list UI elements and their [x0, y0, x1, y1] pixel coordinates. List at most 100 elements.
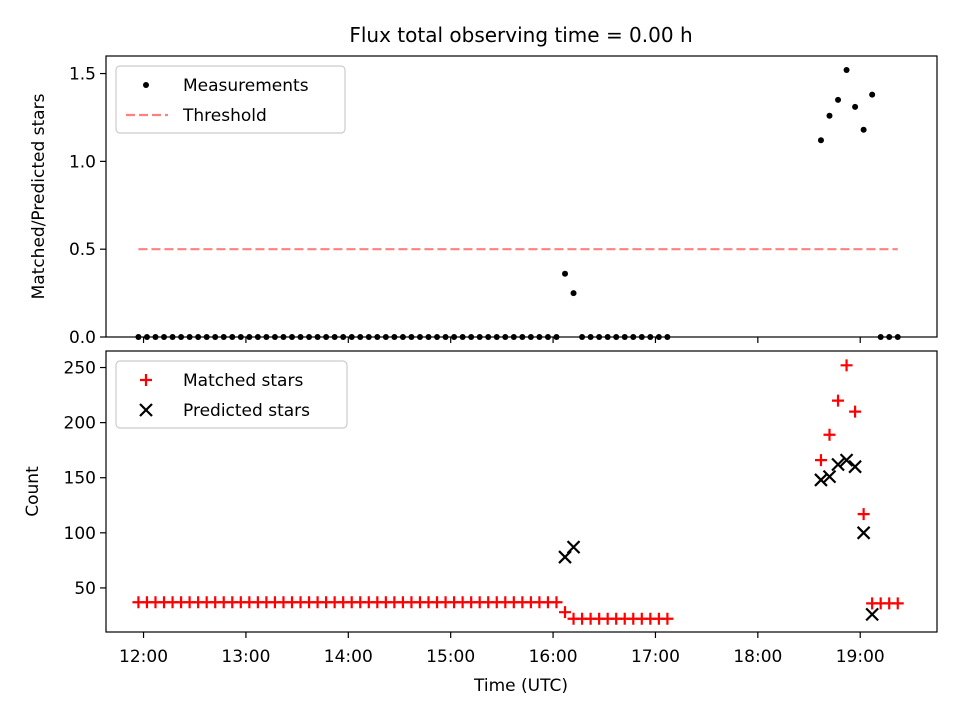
measurement-point	[510, 334, 517, 340]
measurement-point	[348, 334, 355, 340]
x-tick-label: 16:00	[529, 647, 578, 667]
measurement-point	[288, 334, 295, 340]
measurement-point	[587, 334, 594, 340]
ratio-plot: 0.0 0.5 1.0 1.5 Matched/Predicted stars Measu…	[29, 55, 938, 348]
legend-box	[115, 65, 346, 134]
measurement-point	[229, 334, 236, 340]
measurement-point	[485, 334, 492, 340]
x-tick-label: 14:00	[324, 647, 373, 667]
x-tick-label: 13:00	[221, 647, 270, 667]
measurement-point	[630, 334, 637, 340]
matched-star-point	[840, 359, 853, 372]
measurement-point	[416, 334, 423, 340]
measurement-point	[562, 270, 569, 277]
measurement-point	[323, 334, 330, 340]
measurement-point	[860, 126, 867, 133]
matched-star-point	[849, 405, 862, 418]
y-tick-label: 50	[74, 579, 96, 599]
measurement-point	[886, 334, 893, 340]
measurement-point	[442, 334, 449, 340]
matched-star-point	[661, 612, 674, 625]
legend: Measurements Threshold	[115, 65, 346, 134]
figure-title: Flux total observing time = 0.00 h	[349, 23, 692, 47]
y-tick-label: 250	[64, 359, 96, 379]
measurement-point	[254, 334, 261, 340]
measurement-point	[852, 103, 859, 110]
measurement-point	[894, 334, 901, 340]
measurement-point	[212, 334, 219, 340]
measurement-point	[869, 91, 876, 98]
y-tick-label: 1.0	[69, 152, 96, 172]
measurement-point	[476, 334, 483, 340]
measurement-point	[203, 334, 210, 340]
count-plot: 50 100 150 200 250 12:00 13:00 14:00 15:00 16:00 1…	[23, 350, 938, 667]
measurement-point	[647, 334, 654, 340]
matched-star-point	[550, 596, 563, 609]
y-axis-label: Matched/Predicted stars	[29, 93, 49, 299]
measurement-point	[143, 334, 150, 340]
measurement-point	[399, 334, 406, 340]
measurement-point	[382, 334, 389, 340]
predicted-star-point	[566, 540, 581, 554]
measurement-point	[186, 334, 193, 340]
matched-star-point	[832, 394, 845, 407]
x-axis-label: Time (UTC)	[473, 676, 568, 696]
legend-label: Threshold	[182, 106, 267, 126]
legend-label: Measurements	[183, 76, 309, 96]
measurement-point	[365, 334, 372, 340]
matched-star-point	[857, 508, 870, 521]
matched-star-point	[891, 597, 904, 610]
y-tick-label: 200	[64, 414, 96, 434]
legend-measurement-swatch	[143, 82, 149, 88]
measurement-point	[357, 334, 364, 340]
measurement-point	[553, 334, 560, 340]
measurement-point	[135, 334, 142, 340]
predicted-star-point	[814, 473, 828, 487]
measurement-point	[459, 334, 466, 340]
measurement-point	[408, 334, 415, 340]
measurement-point	[195, 334, 202, 340]
x-tick-label: 12:00	[119, 647, 168, 667]
y-tick-label: 0.5	[69, 240, 96, 260]
x-tick-label: 17:00	[631, 647, 680, 667]
y-tick-label: 150	[64, 469, 96, 489]
measurement-point	[220, 334, 227, 340]
legend-box	[115, 360, 348, 429]
predicted-star-point	[822, 469, 837, 484]
predicted-star-point	[839, 453, 854, 467]
measurement-point	[826, 112, 833, 119]
measurement-point	[604, 334, 611, 340]
y-tick-label: 1.5	[69, 65, 96, 85]
measurement-point	[579, 334, 586, 340]
predicted-star-point	[848, 459, 862, 474]
measurement-point	[314, 334, 321, 340]
plot-frame	[105, 350, 938, 633]
measurement-point	[297, 334, 304, 340]
predicted-star-point	[856, 526, 871, 540]
measurement-point	[331, 334, 338, 340]
measurement-point	[835, 96, 842, 103]
measurement-point	[877, 334, 884, 340]
measurement-point	[434, 334, 441, 340]
measurement-point	[271, 334, 278, 340]
measurement-point	[169, 334, 176, 340]
measurement-point	[451, 334, 458, 340]
legend-matched-swatch	[140, 374, 152, 386]
measurement-point	[152, 334, 159, 340]
legend-label: Predicted stars	[183, 401, 310, 421]
measurement-point	[263, 334, 270, 340]
measurement-point	[621, 334, 628, 340]
measurement-point	[638, 334, 645, 340]
legend-label: Matched stars	[183, 371, 303, 391]
measurement-point	[425, 334, 432, 340]
measurement-point	[246, 334, 253, 340]
y-tick-label: 100	[64, 524, 96, 544]
measurement-point	[502, 334, 509, 340]
measurement-point	[519, 334, 526, 340]
legend-predicted-swatch	[139, 403, 153, 417]
x-tick-label: 18:00	[733, 647, 782, 667]
x-tick-label: 19:00	[836, 647, 885, 667]
predicted-star-point	[865, 607, 879, 622]
legend: Matched stars Predicted stars	[115, 360, 348, 429]
